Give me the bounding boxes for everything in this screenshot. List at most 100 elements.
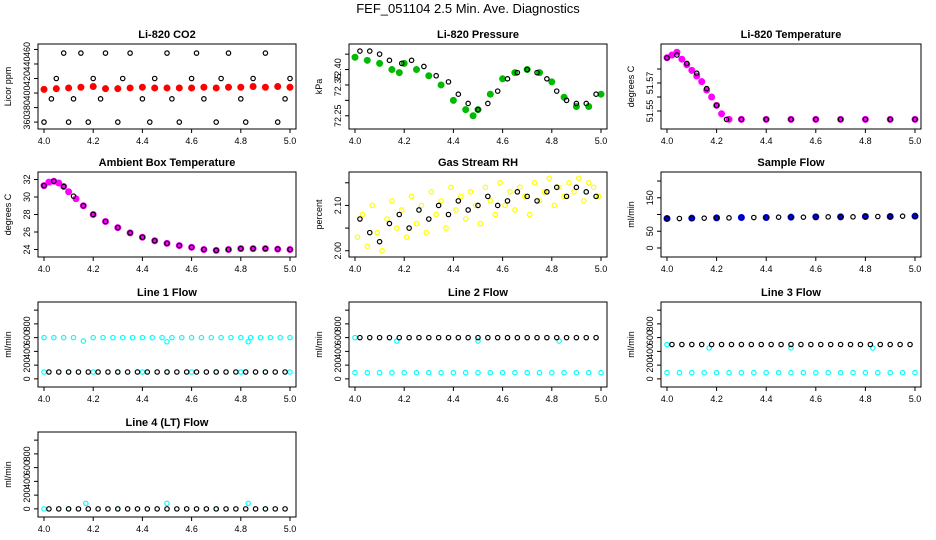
x-tick-label: 4.6	[185, 524, 198, 534]
data-point	[357, 216, 363, 222]
data-point	[398, 207, 405, 213]
data-point	[105, 369, 111, 375]
x-tick-label: 5.0	[595, 264, 608, 274]
data-point	[41, 369, 47, 375]
data-point	[676, 215, 683, 222]
data-point	[598, 369, 604, 376]
data-point	[126, 84, 134, 92]
data-point	[534, 198, 540, 204]
data-point	[95, 506, 101, 512]
data-point	[573, 184, 580, 191]
data-point	[683, 61, 691, 69]
data-point	[524, 334, 531, 341]
data-point	[433, 72, 439, 79]
x-tick-label: 4.0	[661, 136, 674, 146]
x-tick-label: 5.0	[595, 136, 608, 146]
data-point	[127, 50, 133, 56]
data-point	[897, 341, 903, 348]
data-point	[213, 119, 220, 125]
data-point	[472, 202, 479, 209]
data-point	[585, 369, 592, 376]
data-point	[534, 334, 540, 341]
x-tick-label: 4.6	[185, 136, 198, 146]
data-point	[218, 75, 224, 82]
data-point	[223, 506, 229, 512]
data-point	[580, 198, 587, 204]
data-point	[421, 63, 427, 70]
data-point	[213, 369, 220, 375]
data-point	[425, 334, 432, 341]
data-point	[703, 85, 710, 92]
x-tick-label: 4.2	[398, 394, 411, 404]
data-point	[664, 54, 670, 61]
data-point	[494, 202, 501, 209]
data-point	[837, 341, 844, 348]
data-point	[48, 96, 55, 102]
data-point	[583, 100, 590, 107]
data-point	[573, 369, 580, 376]
data-point	[245, 338, 251, 345]
data-point	[55, 506, 62, 512]
x-tick-label: 4.2	[87, 136, 100, 146]
data-point	[198, 334, 205, 341]
data-point	[571, 189, 577, 195]
data-point	[379, 247, 385, 254]
data-point	[406, 225, 412, 231]
data-point	[396, 211, 403, 218]
data-point	[188, 84, 196, 92]
x-tick-label: 4.0	[349, 264, 362, 274]
data-point	[183, 506, 190, 512]
x-tick-label: 4.4	[760, 264, 773, 274]
data-point	[247, 334, 254, 341]
y-tick-label: 600	[22, 460, 32, 475]
data-point	[544, 334, 550, 341]
data-point	[862, 213, 869, 220]
data-point	[374, 229, 380, 236]
plot-frame	[348, 43, 608, 130]
data-point	[502, 202, 508, 209]
data-point	[708, 93, 716, 101]
data-point	[499, 75, 507, 83]
data-point	[544, 189, 550, 195]
data-point	[357, 334, 363, 341]
data-point	[65, 506, 72, 512]
y-tick-label: 51.57	[645, 72, 655, 95]
y-tick-label: 2.00	[333, 242, 343, 260]
data-point	[366, 334, 373, 341]
data-point	[524, 66, 531, 73]
y-tick-label: 460	[22, 42, 32, 57]
data-point	[274, 119, 281, 125]
x-tick-label: 4.4	[136, 524, 149, 534]
data-point	[857, 341, 864, 348]
data-point	[763, 116, 770, 123]
data-point	[65, 84, 73, 92]
data-point	[553, 334, 560, 341]
x-tick-label: 4.0	[38, 394, 51, 404]
data-point	[678, 55, 686, 63]
data-point	[151, 237, 158, 244]
data-point	[450, 369, 457, 376]
data-point	[242, 369, 249, 375]
data-point	[151, 84, 159, 92]
x-tick-label: 4.4	[760, 136, 773, 146]
data-point	[164, 369, 170, 375]
data-point	[465, 207, 471, 213]
data-point	[238, 245, 244, 252]
data-point	[475, 338, 481, 344]
data-point	[389, 198, 395, 204]
y-tick-label: 0	[645, 245, 655, 250]
data-point	[462, 369, 469, 376]
data-point	[394, 225, 400, 231]
data-point	[164, 50, 170, 56]
y-tick-label: 32	[22, 174, 32, 184]
data-point	[41, 506, 47, 512]
chart-title: Gas Stream RH	[438, 157, 518, 169]
data-point	[55, 369, 62, 375]
data-point	[566, 179, 572, 186]
y-tick-label: 600	[22, 330, 32, 345]
data-point	[80, 338, 87, 344]
data-point	[546, 175, 553, 182]
data-point	[497, 179, 503, 186]
data-point	[366, 48, 373, 54]
data-point	[457, 193, 464, 200]
